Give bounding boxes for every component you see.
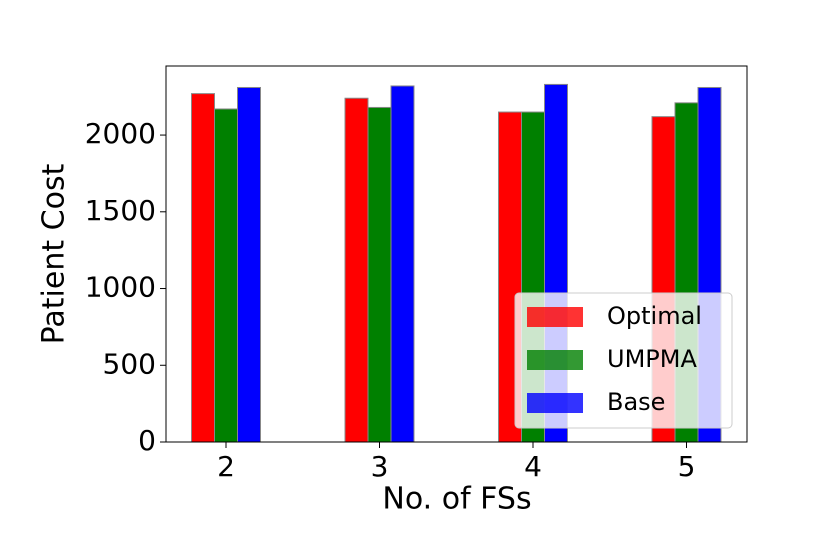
x-tick-label: 3: [371, 450, 389, 483]
y-tick-label: 0: [138, 424, 156, 457]
y-tick-label: 1500: [85, 194, 156, 227]
legend-swatch: [527, 307, 583, 327]
bar: [237, 86, 261, 443]
x-axis-label: No. of FSs: [382, 482, 531, 517]
plot-frame: [165, 65, 748, 443]
bar: [390, 85, 415, 443]
legend-label: Base: [607, 388, 665, 416]
y-tick-label: 500: [103, 347, 156, 380]
x-tick-label: 4: [524, 450, 542, 483]
y-axis-label: Patient Cost: [37, 163, 72, 344]
x-tick-label: 2: [217, 450, 235, 483]
bar: [344, 97, 369, 443]
legend: Optimal UMPMA Base: [514, 292, 733, 429]
bar: [214, 108, 238, 443]
legend-label: UMPMA: [607, 345, 697, 373]
legend-swatch: [527, 393, 583, 413]
legend-swatch: [527, 350, 583, 370]
y-tick-label: 1000: [85, 271, 156, 304]
bar: [367, 106, 392, 443]
x-tick-label: 5: [678, 450, 696, 483]
legend-label: Optimal: [607, 302, 702, 330]
bar: [191, 93, 215, 443]
y-tick-label: 2000: [85, 117, 156, 150]
